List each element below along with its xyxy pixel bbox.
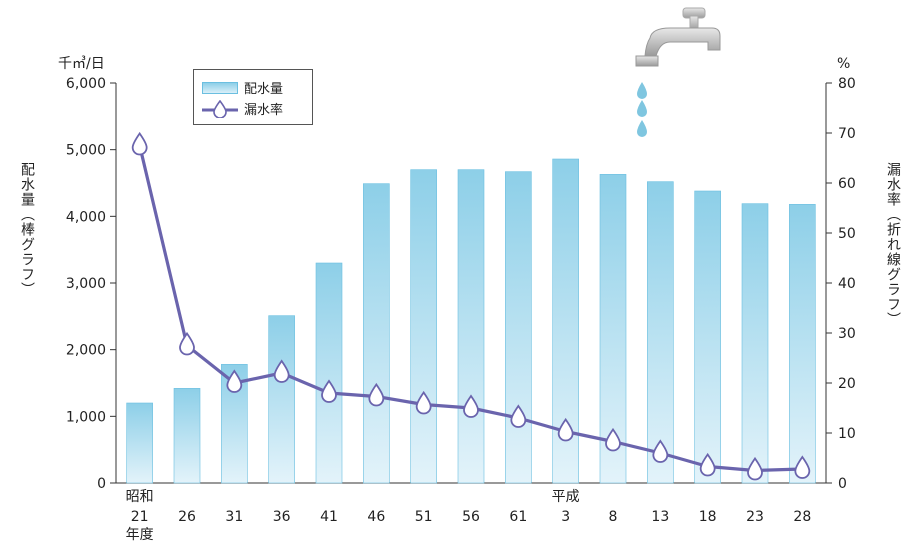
x-tick-label: 18 [699, 509, 717, 525]
left-tick-label: 5,000 [66, 143, 106, 159]
left-tick-label: 4,000 [66, 209, 106, 225]
chart-legend: 配水量 漏水率 [193, 69, 313, 125]
x-tick-label: 8 [609, 509, 618, 525]
line-point-marker [179, 331, 195, 356]
x-tick-label: 46 [367, 509, 385, 525]
legend-item-bar: 配水量 [202, 78, 283, 97]
left-axis-unit: 千㎥/日 [58, 56, 105, 72]
era-label-showa: 昭和 [126, 489, 154, 505]
x-tick-label: 23 [746, 509, 764, 525]
line-point-marker [794, 455, 811, 479]
x-tick-label: 21 [131, 509, 149, 525]
right-axis-unit: % [837, 56, 850, 72]
line-point-marker [652, 439, 669, 463]
line-point-marker [226, 369, 243, 393]
bar [126, 402, 153, 484]
era-label-heisei: 平成 [552, 489, 580, 505]
right-tick-label: 20 [838, 376, 856, 392]
faucet-icon [635, 7, 721, 137]
line-point-marker [557, 417, 574, 442]
left-tick-label: 0 [97, 476, 106, 492]
x-tick-label: 56 [462, 509, 480, 525]
line-point-marker [273, 359, 290, 383]
x-tick-label: 41 [320, 509, 338, 525]
x-tick-label: 31 [225, 509, 243, 525]
right-tick-label: 0 [838, 476, 847, 492]
right-tick-label: 80 [838, 76, 856, 92]
left-axis-label: 配水量（棒グラフ） [19, 162, 35, 297]
left-tick-label: 2,000 [66, 343, 106, 359]
bar [741, 203, 769, 484]
right-tick-label: 50 [838, 226, 856, 242]
right-axis-label: 漏水率（折れ線グラフ） [885, 162, 901, 327]
bar-series [126, 158, 816, 484]
right-tick-label: 30 [838, 326, 856, 342]
bar [647, 181, 674, 484]
legend-bar-swatch [202, 81, 238, 94]
right-tick-label: 40 [838, 276, 856, 292]
legend-line-swatch [202, 99, 238, 118]
bar [505, 171, 532, 484]
right-tick-label: 70 [838, 126, 856, 142]
legend-bar-label: 配水量 [244, 82, 284, 97]
line-point-marker [605, 427, 621, 452]
x-tick-label: 3 [561, 509, 570, 525]
line-point-marker [368, 382, 385, 407]
fiscal-year-label: 年度 [126, 527, 154, 541]
x-tick-label: 28 [793, 509, 811, 525]
chart-axes: 0 1,000 2,000 3,000 4,000 5,000 6,000 0 10 20 30 40… [66, 76, 856, 492]
line-point-marker [699, 452, 716, 477]
bar [363, 183, 390, 484]
line-point-marker [510, 404, 527, 428]
x-tick-label: 13 [651, 509, 669, 525]
left-tick-label: 3,000 [66, 276, 106, 292]
left-tick-label: 1,000 [66, 409, 106, 425]
bar [268, 315, 295, 484]
left-tick-label: 6,000 [66, 76, 106, 92]
bar [789, 204, 816, 484]
x-tick-label: 61 [509, 509, 527, 525]
line-point-marker [747, 456, 763, 481]
x-tick-label: 36 [273, 509, 291, 525]
legend-line-label: 漏水率 [244, 103, 284, 118]
x-tick-label: 26 [178, 509, 196, 525]
line-point-marker [321, 379, 337, 403]
x-tick-label: 51 [415, 509, 433, 525]
bar [410, 169, 437, 484]
line-point-marker [415, 390, 432, 415]
bar [315, 262, 343, 484]
bar [457, 169, 485, 484]
right-tick-label: 10 [838, 426, 856, 442]
line-series [131, 131, 811, 481]
line-point-marker [131, 131, 148, 156]
bar [173, 388, 201, 484]
right-tick-label: 60 [838, 176, 856, 192]
bar [694, 190, 721, 484]
legend-item-line: 漏水率 [202, 99, 283, 118]
line-point-marker [463, 394, 479, 418]
